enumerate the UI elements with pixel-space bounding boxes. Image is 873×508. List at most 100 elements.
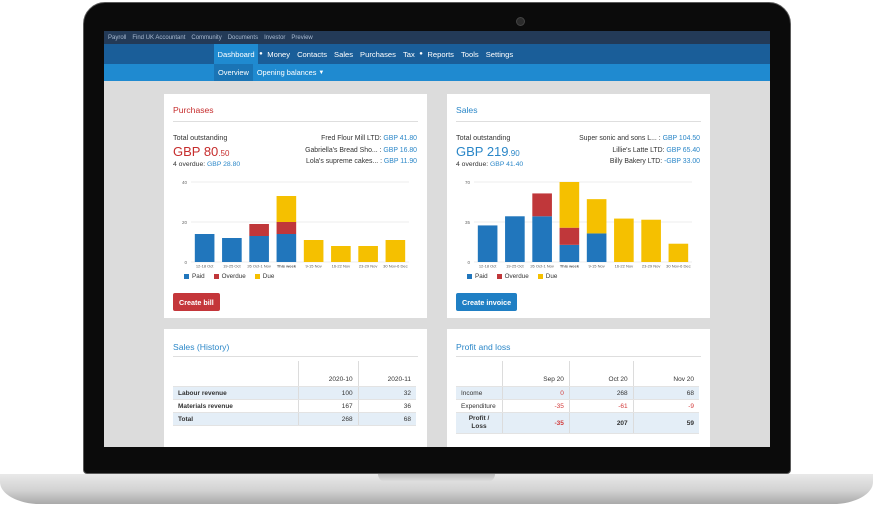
purchases-panel: Purchases Total outstanding GBP 80.50 4 … — [164, 94, 427, 318]
bar-segment-due[interactable] — [559, 182, 580, 228]
customer-name: Lillie's Latte LTD: — [612, 146, 665, 154]
table-cell[interactable]: 207 — [568, 412, 634, 434]
customer-amount[interactable]: GBP 65.40 — [666, 146, 700, 154]
legend-label: Due — [545, 273, 558, 280]
bar-segment-due[interactable] — [331, 246, 351, 262]
table-header-cell: 2020-11 — [357, 361, 416, 387]
nav-money[interactable]: Money — [267, 49, 291, 59]
table-cell[interactable]: 268 — [568, 386, 634, 400]
x-tick-label: 12-18 Oct — [196, 264, 214, 269]
x-tick-label: This week — [560, 264, 580, 269]
profit-loss-panel: Profit and loss Sep 20 Oct 20 Nov 20 Inc… — [447, 329, 710, 447]
purchases-overdue: 4 overdue: GBP 28.80 — [173, 161, 240, 168]
nav-settings[interactable]: Settings — [485, 49, 514, 59]
nav-purchases[interactable]: Purchases — [360, 49, 396, 59]
bar-segment-due[interactable] — [586, 199, 607, 234]
subnav-opening-balances[interactable]: Opening balances ▼ — [253, 64, 329, 81]
divider — [456, 121, 701, 122]
table-cell[interactable]: -35 — [502, 399, 570, 413]
legend-label: Overdue — [504, 273, 529, 280]
nav-separator-icon: ● — [419, 51, 423, 57]
top-utility-bar: Payroll Find UK Accountant Community Doc… — [104, 31, 770, 44]
sales-panel: Sales Total outstanding GBP 219.90 4 ove… — [447, 94, 710, 318]
table-cell[interactable]: 0 — [502, 386, 570, 400]
table-cell[interactable]: 59 — [632, 412, 699, 434]
subnav-overview[interactable]: Overview — [214, 64, 253, 81]
row-label: Materials revenue — [173, 399, 299, 413]
table-cell[interactable]: -35 — [502, 412, 570, 434]
x-tick-label: 30 Nov-6 Dec — [666, 264, 690, 269]
nav-tools[interactable]: Tools — [460, 49, 479, 59]
table-cell[interactable]: 68 — [357, 412, 416, 426]
topbar-link-community[interactable]: Community — [191, 34, 222, 41]
bar-segment-paid[interactable] — [505, 216, 525, 262]
table-cell[interactable]: 167 — [298, 399, 359, 413]
bar-segment-paid[interactable] — [586, 233, 607, 262]
create-invoice-button[interactable]: Create invoice — [456, 293, 518, 311]
x-tick-label: 23-29 Nov — [359, 264, 377, 269]
bar-segment-paid[interactable] — [194, 234, 215, 262]
nav-contacts[interactable]: Contacts — [297, 49, 328, 59]
sales-history-title[interactable]: Sales (History) — [173, 342, 230, 352]
purchases-title[interactable]: Purchases — [173, 105, 214, 115]
bar-segment-overdue[interactable] — [532, 193, 552, 217]
bar-segment-paid[interactable] — [559, 244, 580, 262]
list-item: Super sonic and sons L... : GBP 104.50 — [579, 133, 700, 145]
nav-reports[interactable]: Reports — [427, 49, 454, 59]
bar-segment-due[interactable] — [276, 196, 297, 222]
bar-segment-overdue[interactable] — [249, 224, 269, 236]
bar-segment-paid[interactable] — [532, 216, 552, 262]
row-label: Labour revenue — [173, 386, 299, 400]
table-cell[interactable]: 100 — [298, 386, 359, 400]
sales-overdue: 4 overdue: GBP 41.40 — [456, 161, 523, 168]
bar-segment-overdue[interactable] — [276, 222, 297, 234]
bar-segment-due[interactable] — [668, 243, 689, 262]
supplier-amount[interactable]: GBP 11.90 — [383, 158, 417, 165]
topbar-link-payroll[interactable]: Payroll — [108, 34, 127, 41]
sales-overdue-value[interactable]: GBP 41.40 — [490, 161, 524, 168]
table-cell[interactable]: -61 — [568, 399, 634, 413]
table-cell[interactable]: 268 — [298, 412, 359, 426]
topbar-link-preview[interactable]: Preview — [291, 34, 313, 41]
bar-segment-paid[interactable] — [249, 236, 269, 262]
bar-segment-due[interactable] — [614, 218, 634, 262]
x-tick-label: 26 Oct-1 Nov — [530, 264, 554, 269]
bar-segment-due[interactable] — [641, 219, 661, 262]
bar-segment-paid[interactable] — [276, 234, 297, 262]
x-tick-label: 9-15 Nov — [306, 264, 322, 269]
sales-history-panel: Sales (History) 2020-10 2020-11 Labour r… — [164, 329, 427, 447]
y-tick-label: 20 — [182, 220, 188, 225]
supplier-amount[interactable]: GBP 41.80 — [383, 135, 417, 142]
bar-segment-overdue[interactable] — [559, 227, 580, 245]
supplier-amount[interactable]: GBP 16.80 — [383, 146, 417, 154]
table-cell[interactable]: 32 — [357, 386, 416, 400]
y-tick-label: 40 — [182, 180, 188, 185]
bar-segment-paid[interactable] — [477, 225, 498, 262]
profit-loss-title[interactable]: Profit and loss — [456, 342, 511, 352]
table-cell[interactable]: -9 — [632, 399, 699, 413]
legend-paid: Paid — [184, 273, 205, 280]
purchases-overdue-value[interactable]: GBP 28.80 — [207, 161, 241, 168]
nav-dashboard[interactable]: Dashboard — [214, 44, 259, 64]
row-label: Expenditure — [456, 399, 503, 413]
table-cell[interactable]: 36 — [357, 399, 416, 413]
bar-segment-paid[interactable] — [222, 238, 242, 262]
table-header-empty — [456, 361, 503, 387]
nav-sales[interactable]: Sales — [334, 49, 354, 59]
x-tick-label: 23-29 Nov — [642, 264, 660, 269]
bar-segment-due[interactable] — [358, 246, 378, 262]
nav-tax[interactable]: Tax — [402, 49, 415, 59]
customer-amount[interactable]: -GBP 33.00 — [664, 158, 700, 165]
sales-chart: 0 35 70 12-18 Oct 19-25 Oct 26 Oct-1 Nov This … — [465, 180, 692, 269]
bar-segment-due[interactable] — [303, 240, 324, 262]
topbar-link-documents[interactable]: Documents — [227, 34, 259, 41]
sales-title[interactable]: Sales — [456, 105, 478, 115]
legend-due: Due — [254, 273, 274, 280]
customer-amount[interactable]: GBP 104.50 — [662, 135, 700, 142]
create-bill-button[interactable]: Create bill — [173, 293, 220, 311]
topbar-link-find-accountant[interactable]: Find UK Accountant — [132, 34, 186, 41]
bar-segment-due[interactable] — [385, 240, 406, 262]
topbar-link-investor[interactable]: Investor — [264, 34, 286, 41]
table-cell[interactable]: 68 — [632, 386, 699, 400]
legend-overdue: Overdue — [213, 273, 246, 280]
